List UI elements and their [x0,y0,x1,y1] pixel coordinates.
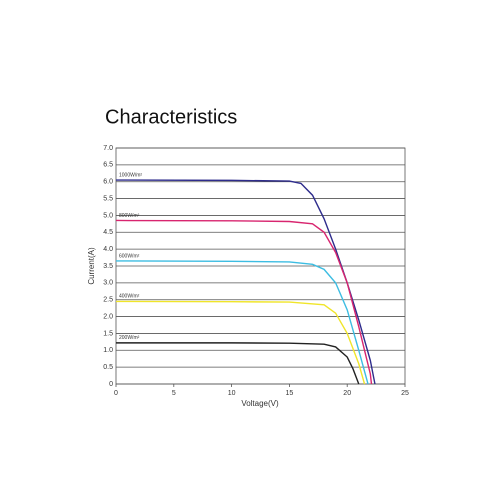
y-tick-label: 5.0 [103,212,113,219]
series-line [115,260,369,385]
series-line [115,219,373,385]
y-tick-label: 5.5 [103,195,113,202]
series-label: 200W/m² [119,335,140,341]
series-label: 600W/m² [119,253,140,259]
y-tick-label: 0.5 [103,364,113,371]
series-line [116,342,360,385]
series-label: 400W/m² [119,294,140,300]
x-tick-label: 0 [114,390,118,397]
y-tick-label: 0 [109,381,113,388]
series-line [115,300,366,385]
chart-title: Characteristics [105,106,237,128]
y-tick-label: 7.0 [103,145,113,152]
y-tick-label: 3.5 [103,263,113,270]
x-tick-label: 15 [286,390,294,397]
y-tick-label: 6.0 [103,179,113,186]
x-tick-label: 5 [172,390,176,397]
y-tick-label: 4.0 [103,246,113,253]
y-tick-label: 4.5 [103,229,113,236]
y-axis-label: Current(A) [87,247,96,285]
series-line [115,179,376,385]
y-tick-label: 1.5 [103,330,113,337]
x-tick-label: 20 [343,390,351,397]
y-tick-label: 3.0 [103,280,113,287]
series-label: 1000W/m² [119,172,142,178]
y-tick-label: 2.0 [103,313,113,320]
x-tick-label: 25 [401,390,409,397]
y-tick-label: 6.5 [103,162,113,169]
y-tick-label: 1.0 [103,347,113,354]
x-tick-label: 10 [228,390,236,397]
series-label: 800W/m² [119,213,140,219]
y-tick-label: 2.5 [103,297,113,304]
x-axis-label: Voltage(V) [241,399,279,408]
